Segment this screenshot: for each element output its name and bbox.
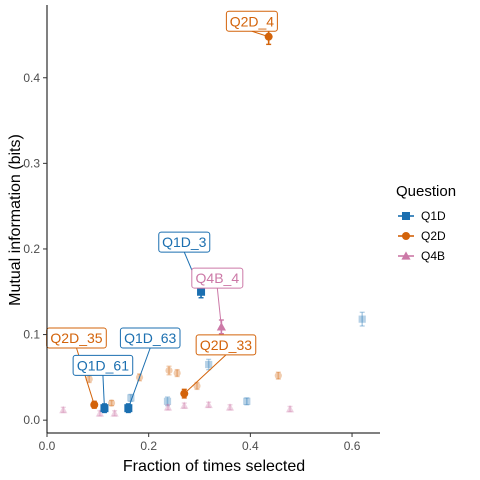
point-Q4B-2 bbox=[95, 409, 105, 417]
annotation-Q1D_61: Q1D_61 bbox=[72, 354, 134, 409]
axes: 0.0 0.2 0.4 0.6 0.0 0.1 0.2 0.3 0.4 bbox=[23, 5, 380, 453]
annotation-leader-Q4B_4 bbox=[216, 288, 222, 327]
x-axis-title: Fraction of times selected bbox=[123, 458, 305, 475]
point-legend-Q2D-1 bbox=[402, 232, 410, 240]
legend-label-Q1D: Q1D bbox=[421, 209, 446, 223]
annotation-label-Q1D_61: Q1D_61 bbox=[77, 357, 129, 373]
x-tick-label-0: 0.0 bbox=[39, 439, 56, 453]
annotation-label-Q2D_4: Q2D_4 bbox=[230, 13, 275, 29]
annotations: Q2D_4 Q1D_3 Q4B_4 Q2D_35 Q1D_63 Q1D_61 Q2D_33 bbox=[46, 10, 278, 409]
annotation-Q1D_3: Q1D_3 bbox=[158, 231, 211, 292]
legend-item-Q4B: Q4B bbox=[398, 249, 445, 263]
annotation-leader-Q2D_33 bbox=[183, 354, 227, 394]
point-Q4B-8 bbox=[285, 404, 295, 413]
annotation-Q4B_4: Q4B_4 bbox=[191, 267, 244, 327]
annotation-leader-Q1D_63 bbox=[127, 347, 151, 409]
y-tick-label-0: 0.0 bbox=[23, 413, 40, 427]
annotation-box-Q1D_63 bbox=[119, 327, 181, 349]
legend-item-Q2D: Q2D bbox=[398, 229, 446, 243]
legend-item-Q1D: Q1D bbox=[398, 209, 446, 223]
point-Q2D-8 bbox=[274, 372, 282, 380]
point-Q4B-7 bbox=[225, 403, 235, 411]
point-Q2D-5 bbox=[165, 366, 173, 375]
y-axis-title: Mutual information (bits) bbox=[7, 134, 24, 306]
annotation-box-Q2D_33 bbox=[195, 334, 257, 356]
annotation-label-Q2D_33: Q2D_33 bbox=[200, 337, 252, 353]
y-tick-label-2: 0.2 bbox=[23, 242, 40, 256]
point-Q4B-1 bbox=[59, 405, 68, 414]
point-Q1D-4 bbox=[163, 397, 172, 405]
point-Q2D-3 bbox=[85, 375, 93, 383]
legend-title: Question bbox=[396, 183, 456, 200]
annotation-Q1D_63: Q1D_63 bbox=[119, 327, 181, 409]
annotation-label-Q4B_4: Q4B_4 bbox=[196, 270, 240, 286]
point-Q2D-7 bbox=[193, 382, 201, 390]
point-Q4B-5 bbox=[180, 401, 189, 409]
annotation-leader-Q1D_61 bbox=[102, 375, 105, 409]
point-Q1D-6 bbox=[243, 397, 251, 405]
point-Q4B-4 bbox=[163, 403, 173, 411]
annotation-box-Q4B_4 bbox=[191, 267, 244, 289]
y-tick-label-1: 0.1 bbox=[23, 328, 40, 342]
annotation-Q2D_4: Q2D_4 bbox=[225, 10, 278, 38]
point-Q1D-7 bbox=[358, 315, 366, 323]
point-legend-Q4B-2 bbox=[401, 251, 411, 260]
annotation-label-Q1D_63: Q1D_63 bbox=[124, 330, 176, 346]
x-tick-label-3: 0.6 bbox=[344, 439, 361, 453]
point-Q1D-1 bbox=[124, 404, 133, 413]
point-Q4B-3 bbox=[110, 409, 119, 417]
point-Q1D-3 bbox=[127, 394, 135, 402]
y-tick-label-4: 0.4 bbox=[23, 71, 40, 85]
annotation-box-Q1D_61 bbox=[72, 354, 134, 376]
annotation-label-Q2D_35: Q2D_35 bbox=[50, 330, 102, 346]
annotation-Q2D_33: Q2D_33 bbox=[183, 334, 257, 394]
legend: Question Q1D Q2D Q4B bbox=[396, 183, 456, 263]
point-Q4B-6 bbox=[204, 400, 213, 409]
annotation-leader-Q2D_4 bbox=[251, 30, 269, 38]
x-tick-label-1: 0.2 bbox=[140, 439, 157, 453]
point-Q1D-5 bbox=[205, 360, 213, 369]
annotation-box-Q2D_4 bbox=[225, 10, 278, 32]
legend-label-Q4B: Q4B bbox=[421, 249, 445, 263]
point-Q2D-9 bbox=[107, 399, 116, 407]
legend-label-Q2D: Q2D bbox=[421, 229, 446, 243]
y-tick-label-3: 0.3 bbox=[23, 156, 40, 170]
annotation-box-Q1D_3 bbox=[158, 231, 211, 253]
x-tick-label-2: 0.4 bbox=[242, 439, 259, 453]
point-legend-Q1D-0 bbox=[402, 212, 410, 220]
point-Q2D-6 bbox=[173, 369, 181, 377]
annotation-label-Q1D_3: Q1D_3 bbox=[162, 234, 207, 250]
